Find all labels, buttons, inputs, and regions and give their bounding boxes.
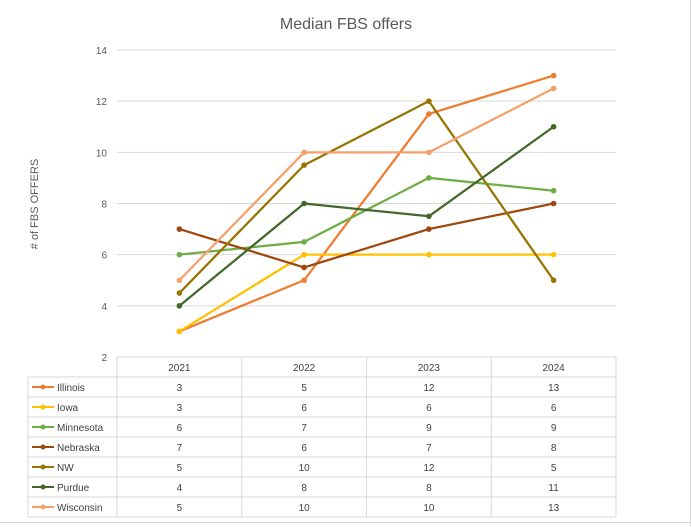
table-cell-value: 6 [177,423,183,434]
data-point-nw [426,98,432,104]
data-point-wisconsin [550,85,557,92]
table-cell-value: 12 [423,463,435,474]
table-cell-value: 4 [177,483,183,494]
legend-series-name: Purdue [57,483,90,494]
table-cell-value: 3 [177,383,183,394]
data-point-iowa [550,251,557,258]
table-cell-value: 7 [426,443,432,454]
legend-key-marker [40,424,46,430]
legend-key-marker [40,384,46,390]
series-line-iowa [178,253,554,333]
chart-title: Median FBS offers [280,16,412,33]
data-point-nebraska [426,226,432,232]
data-point-minnesota [426,175,432,181]
y-tick-label: 6 [101,251,107,262]
data-point-purdue [426,213,432,220]
y-tick-label: 14 [96,46,108,57]
data-point-nw [550,277,557,284]
data-point-wisconsin [301,149,307,156]
legend-series-name: Illinois [57,383,85,394]
data-point-purdue [301,200,307,207]
data-point-iowa [176,328,183,335]
data-point-purdue [550,123,557,130]
y-tick-labels: 2 4 6 8 10 12 14 [96,46,108,364]
data-point-nw [301,162,307,168]
gridlines [117,49,616,358]
table-cell-value: 9 [551,423,557,434]
y-tick-label: 10 [96,148,108,159]
table-cell-value: 7 [177,443,183,454]
table-cell-value: 6 [301,443,307,454]
y-axis-label: # of FBS OFFERS [29,159,41,249]
x-category-label: 2023 [418,363,441,374]
y-tick-label: 12 [96,97,108,108]
data-table: 2021 2022 2023 2024 Illinois 3 5 12 13 Iowa 3 6 6 6 Mi… [27,357,617,518]
y-tick-label: 8 [101,200,107,211]
data-point-purdue [176,303,183,309]
table-cell-value: 6 [551,403,557,414]
table-cell-value: 9 [426,423,432,434]
x-category-label: 2022 [293,363,316,374]
table-cell-value: 8 [426,483,432,494]
table-cell-value: 13 [548,383,560,394]
legend-key-marker [40,444,46,450]
legend-series-name: Nebraska [57,443,100,454]
data-point-wisconsin [426,149,432,156]
data-point-illinois [426,111,432,117]
data-point-nebraska [550,200,557,207]
legend-key-marker [40,504,46,510]
table-cell-value: 11 [548,483,559,494]
data-point-illinois [550,72,557,79]
series-line-wisconsin [178,87,555,282]
table-cell-value: 13 [548,503,560,514]
data-point-iowa [426,251,432,258]
data-point-nw [176,290,183,296]
data-point-minnesota [301,239,307,245]
table-cell-value: 7 [301,423,307,434]
table-cell-value: 12 [423,383,435,394]
table-cell-value: 5 [177,503,183,514]
table-cell-value: 6 [301,403,307,414]
table-cell-value: 10 [299,463,311,474]
y-tick-label: 2 [101,353,107,364]
data-point-nebraska [176,226,183,232]
legend-key-marker [40,464,46,470]
table-cell-value: 8 [551,443,557,454]
y-tick-label: 4 [101,302,107,313]
table-cell-value: 5 [301,383,307,394]
data-point-nebraska [301,264,307,271]
x-category-label: 2024 [543,363,566,374]
series-line-purdue [178,125,555,307]
data-point-iowa [301,251,307,258]
table-cell-value: 3 [177,403,183,414]
series-line-nebraska [179,202,554,269]
legend-series-name: Wisconsin [57,503,103,514]
legend-series-name: NW [57,463,74,474]
legend-key-marker [40,484,46,490]
table-cell-value: 6 [426,403,432,414]
data-point-illinois [301,277,307,284]
series-line-illinois [178,74,554,333]
data-point-wisconsin [176,277,183,284]
table-cell-value: 10 [299,503,311,514]
data-point-minnesota [550,187,557,194]
series-line-minnesota [179,176,554,256]
table-cell-value: 8 [301,483,307,494]
legend-key-marker [40,404,46,410]
data-point-minnesota [176,251,183,258]
series-line-nw [178,100,555,294]
legend-series-name: Iowa [57,403,79,414]
legend-series-name: Minnesota [57,423,104,434]
x-category-label: 2021 [168,363,191,374]
table-cell-value: 5 [551,463,557,474]
table-cell-value: 10 [423,503,435,514]
table-cell-value: 5 [177,463,183,474]
series-lines [176,72,557,335]
